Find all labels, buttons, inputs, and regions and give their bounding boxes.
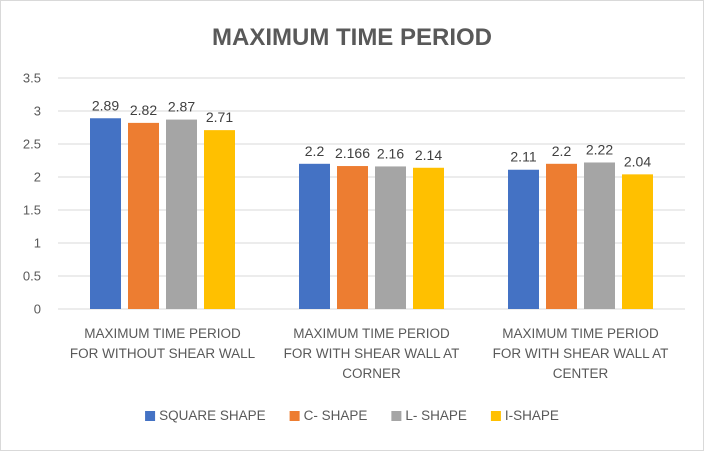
category-labels: MAXIMUM TIME PERIOD FOR WITHOUT SHEAR WAL… [70,326,669,381]
data-label: 2.71 [206,109,233,125]
data-label: 2.2 [305,143,325,159]
gridlines [58,77,685,310]
legend-swatch [145,411,156,421]
data-label: 2.11 [510,149,536,165]
category-label: CORNER [342,366,401,381]
bar [508,169,539,309]
bar [166,119,197,309]
category-label: CENTER [553,366,609,381]
bar [90,118,121,309]
bar [413,167,444,309]
category-label: MAXIMUM TIME PERIOD [293,326,450,341]
category-label: MAXIMUM TIME PERIOD [84,326,241,341]
legend-swatch [490,411,501,421]
bars [90,118,653,309]
bar [546,163,577,309]
legend-label: SQUARE SHAPE [159,408,266,423]
category-label: MAXIMUM TIME PERIOD [502,326,659,341]
legend-item: I-SHAPE [490,408,559,423]
data-label: 2.89 [92,97,119,113]
y-tick-label: 1 [34,236,41,251]
data-label: 2.166 [335,145,370,161]
y-tick-label: 0.5 [23,269,41,284]
bar [622,174,653,309]
chart-title: MAXIMUM TIME PERIOD [212,24,492,51]
legend-swatch [289,411,300,421]
data-label: 2.87 [168,99,195,115]
y-tick-label: 1.5 [23,203,41,218]
y-tick-label: 3.5 [23,71,41,86]
legend-swatch [391,411,402,421]
data-label: 2.16 [377,145,404,161]
bar [128,122,159,309]
y-axis-tick-labels: 0 0.5 1 1.5 2 2.5 3 3.5 [23,71,41,317]
data-label: 2.04 [624,153,651,169]
bar [337,166,368,309]
legend-item: L- SHAPE [391,408,467,423]
legend-label: C- SHAPE [304,408,368,423]
data-label: 2.82 [130,102,157,118]
category-label: FOR WITH SHEAR WALL AT [493,346,669,361]
data-label: 2.22 [586,141,613,157]
bar [299,163,330,309]
legend-label: L- SHAPE [405,408,467,423]
legend-label: I-SHAPE [505,408,559,423]
category-label: FOR WITHOUT SHEAR WALL [70,346,256,361]
data-label: 2.2 [552,143,572,159]
data-labels: 2.89 2.2 2.11 2.82 2.166 2.2 2.87 2.16 2.22 2.71 2… [92,97,651,169]
bar [375,166,406,309]
legend-item: SQUARE SHAPE [145,408,266,423]
bar [584,162,615,309]
y-tick-label: 2 [34,170,41,185]
legend-item: C- SHAPE [289,408,368,423]
y-tick-label: 3 [34,104,41,119]
y-tick-label: 2.5 [23,137,41,152]
y-tick-label: 0 [34,302,41,317]
bar [204,130,235,309]
data-label: 2.14 [415,147,442,163]
legend: SQUARE SHAPE C- SHAPE L- SHAPE I-SHAPE [145,408,559,423]
category-label: FOR WITH SHEAR WALL AT [284,346,460,361]
